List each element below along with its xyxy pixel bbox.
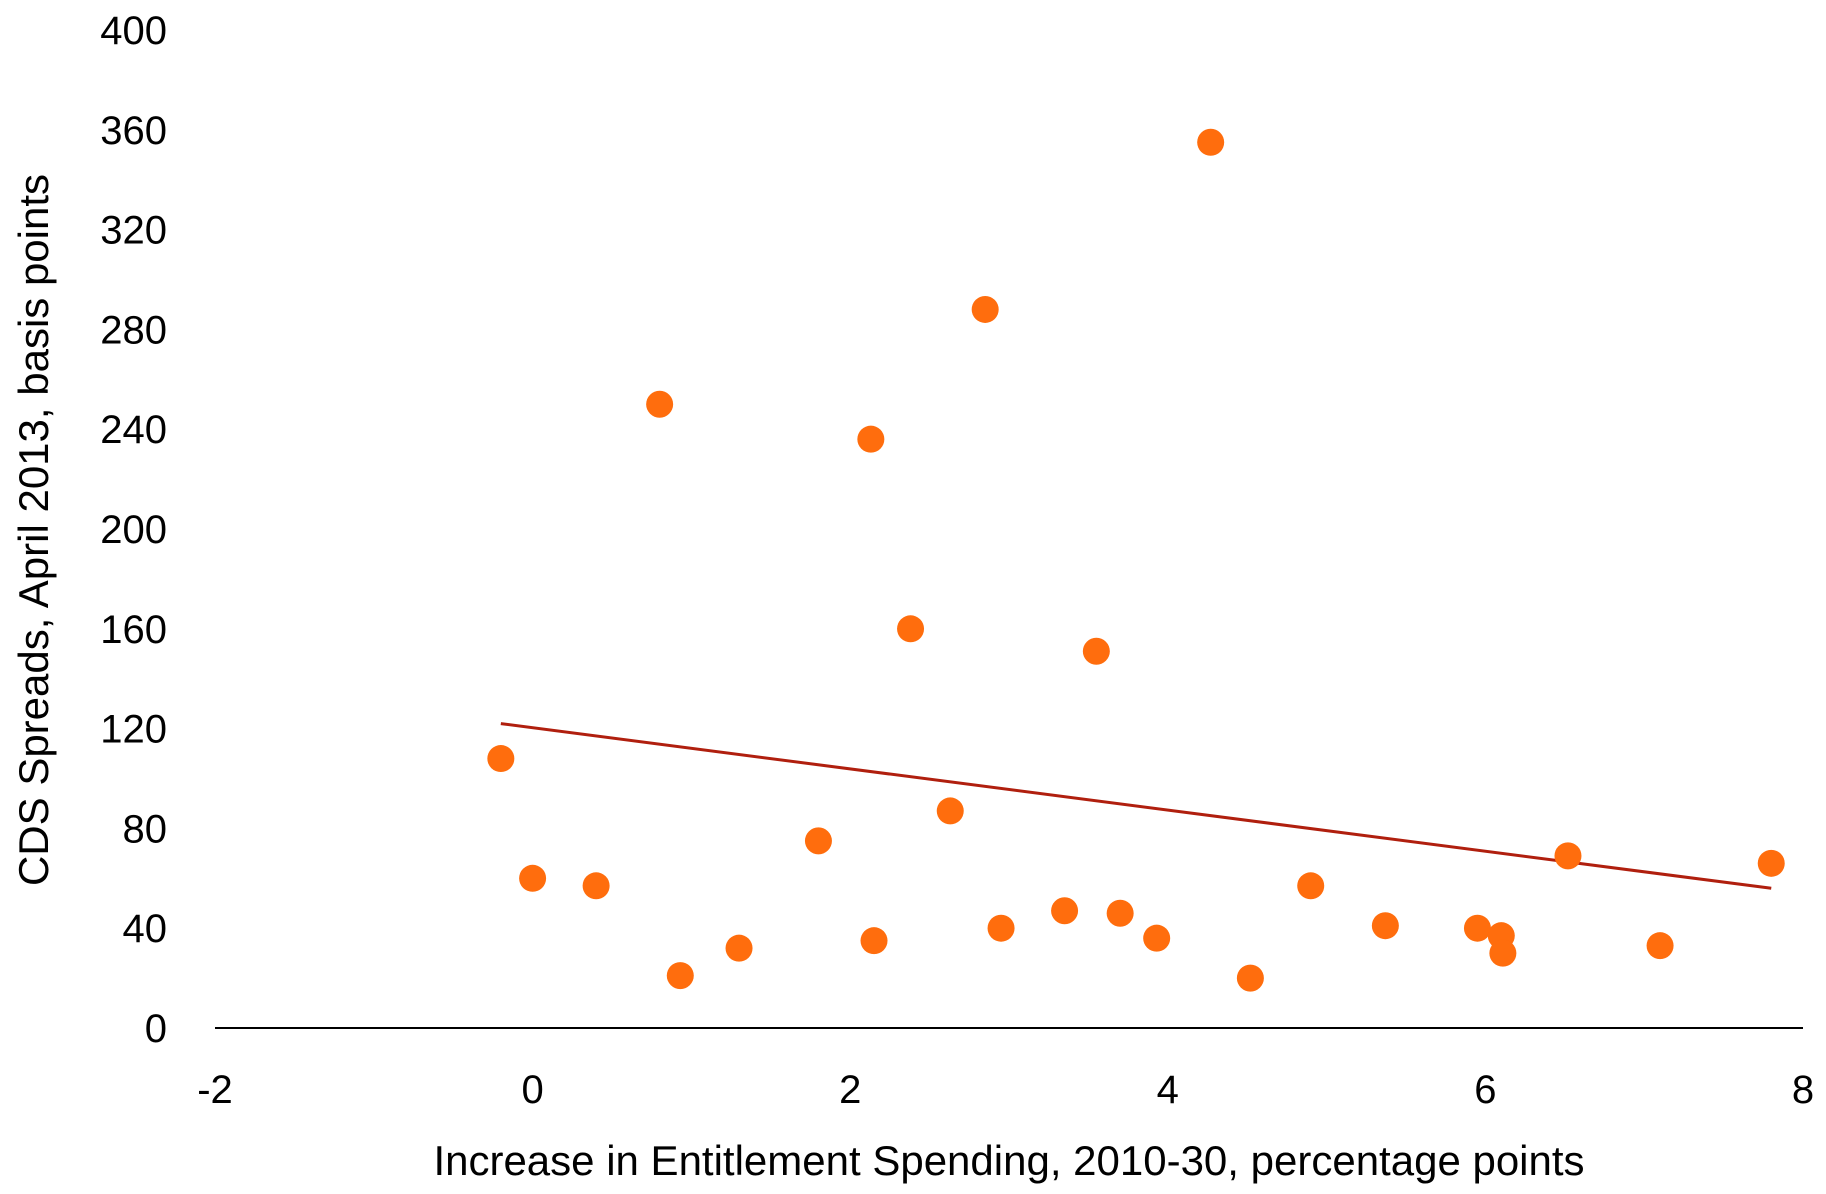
y-axis-title: CDS Spreads, April 2013, basis points bbox=[10, 174, 57, 886]
x-tick-label: 0 bbox=[521, 1068, 543, 1112]
x-tick-label: 2 bbox=[839, 1068, 861, 1112]
data-point bbox=[725, 934, 753, 962]
y-tick-label: 360 bbox=[100, 109, 167, 153]
x-tick-label: 8 bbox=[1792, 1068, 1814, 1112]
data-point bbox=[1197, 128, 1225, 156]
y-tick-label: 400 bbox=[100, 9, 167, 53]
y-tick-label: 80 bbox=[123, 807, 168, 851]
data-point bbox=[582, 872, 610, 900]
data-point bbox=[1489, 939, 1517, 967]
data-point bbox=[936, 797, 964, 825]
y-tick-label: 40 bbox=[123, 907, 168, 951]
y-tick-label: 120 bbox=[100, 708, 167, 752]
data-point bbox=[857, 425, 885, 453]
data-point bbox=[487, 745, 515, 773]
data-point bbox=[519, 864, 547, 892]
data-point bbox=[646, 390, 674, 418]
y-tick-label: 240 bbox=[100, 408, 167, 452]
data-point bbox=[1236, 964, 1264, 992]
x-tick-label: -2 bbox=[197, 1068, 233, 1112]
data-point bbox=[1371, 912, 1399, 940]
data-point bbox=[897, 615, 925, 643]
data-point bbox=[1051, 897, 1079, 925]
y-tick-label: 280 bbox=[100, 308, 167, 352]
data-point bbox=[804, 827, 832, 855]
data-point bbox=[1143, 924, 1171, 952]
data-point bbox=[1757, 849, 1785, 877]
data-point bbox=[1082, 637, 1110, 665]
x-tick-label: 4 bbox=[1157, 1068, 1179, 1112]
y-tick-label: 0 bbox=[145, 1007, 167, 1051]
data-point bbox=[860, 927, 888, 955]
y-tick-label: 200 bbox=[100, 508, 167, 552]
y-tick-label: 160 bbox=[100, 608, 167, 652]
data-point bbox=[1646, 932, 1674, 960]
data-point bbox=[987, 914, 1015, 942]
data-point bbox=[666, 962, 694, 990]
trendline bbox=[500, 722, 1772, 890]
data-point bbox=[1297, 872, 1325, 900]
x-tick-label: 6 bbox=[1474, 1068, 1496, 1112]
y-tick-label: 320 bbox=[100, 209, 167, 253]
x-axis-title: Increase in Entitlement Spending, 2010-3… bbox=[433, 1137, 1584, 1184]
data-point bbox=[1554, 842, 1582, 870]
data-point bbox=[971, 295, 999, 323]
data-point bbox=[1463, 914, 1491, 942]
plot-area: 0 40 80 120 160 200 240 280 320 360 400 -2 0 2 4 6 8 bbox=[100, 9, 1814, 1112]
data-point bbox=[1106, 899, 1134, 927]
